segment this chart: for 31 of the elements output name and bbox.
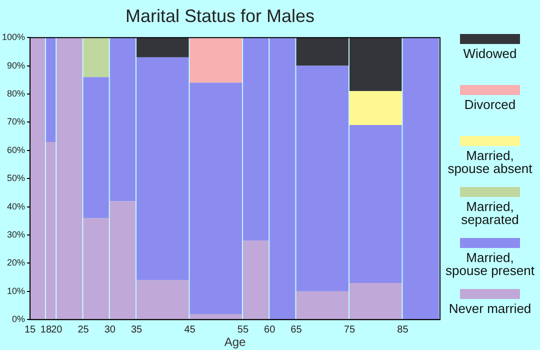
y-tick-label: 0% — [12, 314, 26, 324]
y-tick-label: 60% — [7, 144, 26, 155]
y-tick-label: 10% — [7, 286, 26, 296]
x-tick-label: 60 — [264, 324, 276, 336]
x-tick-label: 30 — [104, 324, 116, 336]
y-tick-label: 30% — [7, 229, 26, 240]
chart-title: Marital Status for Males — [125, 6, 315, 26]
x-tick-label: 45 — [184, 324, 196, 336]
y-tick-label: 50% — [7, 173, 26, 184]
x-tick-label: 20 — [51, 324, 63, 336]
x-tick-label: 55 — [237, 324, 249, 336]
y-tick-label: 90% — [7, 60, 26, 70]
y-tick-label: 100% — [2, 32, 26, 42]
x-tick-label: 35 — [130, 324, 143, 336]
legend-label: Married, spouse absent — [446, 148, 534, 176]
y-tick-label: 20% — [7, 258, 26, 268]
x-tick-label: 18 — [40, 324, 52, 336]
y-tick-label: 70% — [7, 116, 26, 127]
legend-label: Married, spouse present — [445, 250, 535, 278]
y-tick-label: 80% — [7, 88, 26, 98]
x-tick-label: 25 — [78, 324, 90, 336]
x-tick-label: 15 — [24, 324, 36, 336]
y-tick-label: 40% — [7, 201, 26, 212]
x-axis-title: Age — [224, 335, 246, 350]
legend-label: Married, separated — [460, 199, 520, 227]
x-tick-label: 65 — [290, 324, 302, 336]
x-tick-label: 75 — [344, 324, 356, 336]
legend-label: Divorced — [464, 97, 516, 112]
x-tick-label: 85 — [397, 324, 409, 336]
legend-label: Widowed — [463, 46, 517, 61]
legend-label: Never married — [448, 301, 532, 316]
